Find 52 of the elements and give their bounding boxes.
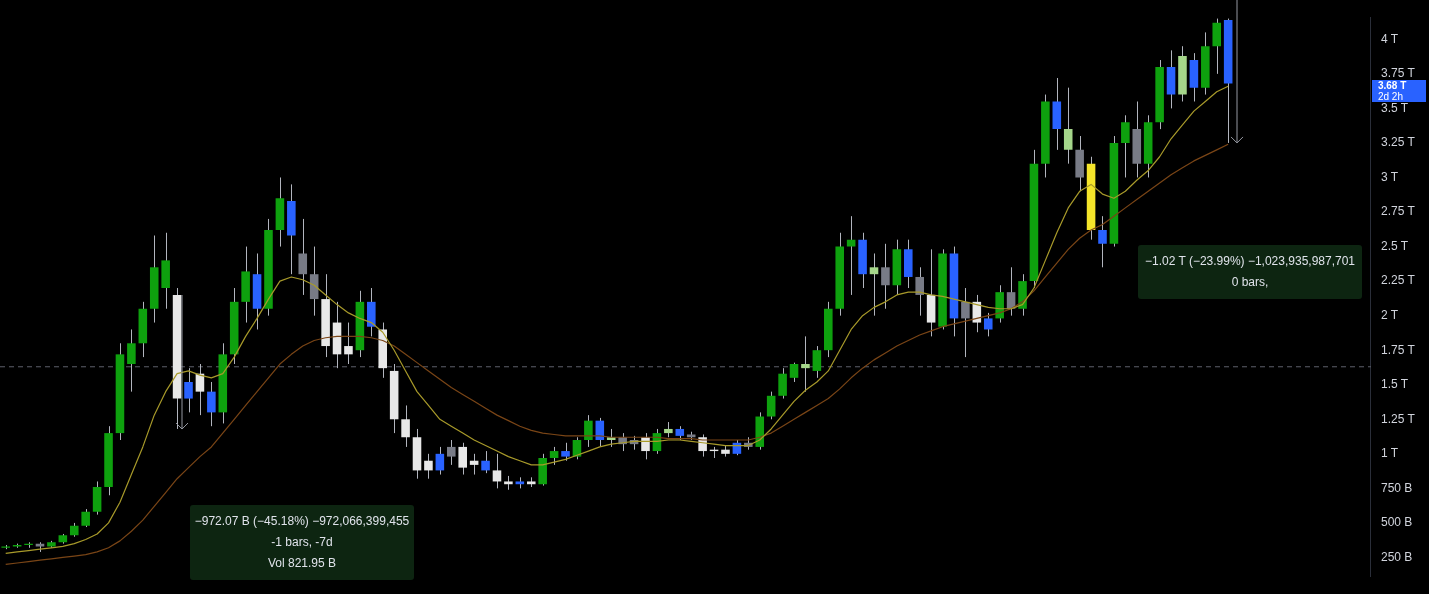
- measure-box: −972.07 B (−45.18%) −972,066,399,455 -1 bars, -7d Vol 821.95 B: [190, 505, 414, 580]
- y-tick-label: 3 T: [1380, 169, 1399, 184]
- candlestick: [1098, 215, 1107, 268]
- y-tick-label: 1 T: [1380, 446, 1399, 461]
- y-tick-label: 250 B: [1380, 549, 1413, 564]
- annotation: -1 bars, -7d: [270, 534, 334, 551]
- y-tick-label: 2.5 T: [1380, 238, 1409, 253]
- annotation: −972.07 B (−45.18%) −972,066,399,455: [193, 513, 411, 530]
- candlestick: [401, 404, 410, 448]
- y-tick-label: 3.25 T: [1380, 135, 1416, 150]
- price-tag: 3.68 T 2d 2h: [1371, 80, 1426, 103]
- y-tick-label: 4 T: [1380, 31, 1399, 46]
- candlestick: [424, 453, 433, 480]
- candlestick: [766, 391, 776, 420]
- candlestick: [812, 345, 822, 379]
- candlestick: [983, 312, 993, 337]
- candlestick: [869, 252, 879, 317]
- candlestick: [801, 335, 810, 393]
- candlestick: [1212, 18, 1222, 75]
- candlestick: [435, 446, 445, 476]
- candlestick: [298, 218, 308, 296]
- candlestick: [881, 243, 890, 310]
- y-tick-label: 1.5 T: [1380, 377, 1409, 392]
- y-tick-label: 1.75 T: [1380, 342, 1416, 357]
- annotation: 0 bars,: [1230, 274, 1270, 291]
- y-tick-label: 750 B: [1380, 480, 1413, 495]
- candlestick: [184, 367, 193, 413]
- candlestick: [207, 381, 216, 427]
- candlestick: [458, 442, 467, 476]
- measure-box: −1.02 T (−23.99%) −1,023,935,987,701 0 bars,: [1138, 245, 1362, 299]
- candlestick: [344, 322, 353, 365]
- candlestick: [915, 266, 924, 317]
- y-tick-label: 2.25 T: [1380, 273, 1416, 288]
- annotation: −1.02 T (−23.99%) −1,023,935,987,701: [1143, 253, 1357, 270]
- y-tick-label: 2 T: [1380, 307, 1399, 322]
- candlestick: [492, 453, 502, 489]
- candlestick: [584, 414, 593, 448]
- annotation: Vol 821.95 B: [266, 555, 338, 572]
- candlestick: [1121, 114, 1130, 178]
- candlestick: [961, 287, 970, 358]
- y-tick-label: 500 B: [1380, 515, 1413, 530]
- y-tick-label: 2.75 T: [1380, 204, 1416, 219]
- y-tick-label: 1.25 T: [1380, 411, 1416, 426]
- candlestick: [789, 362, 799, 383]
- candlestick: [1063, 87, 1073, 165]
- y-tick-label: 3.75 T: [1380, 66, 1416, 81]
- y-tick-label: 3.5 T: [1380, 100, 1409, 115]
- candlestick: [778, 367, 787, 400]
- candlestick: [127, 328, 136, 393]
- candlestick: [447, 439, 456, 466]
- candlestick: [846, 215, 856, 296]
- candlestick: [481, 450, 490, 474]
